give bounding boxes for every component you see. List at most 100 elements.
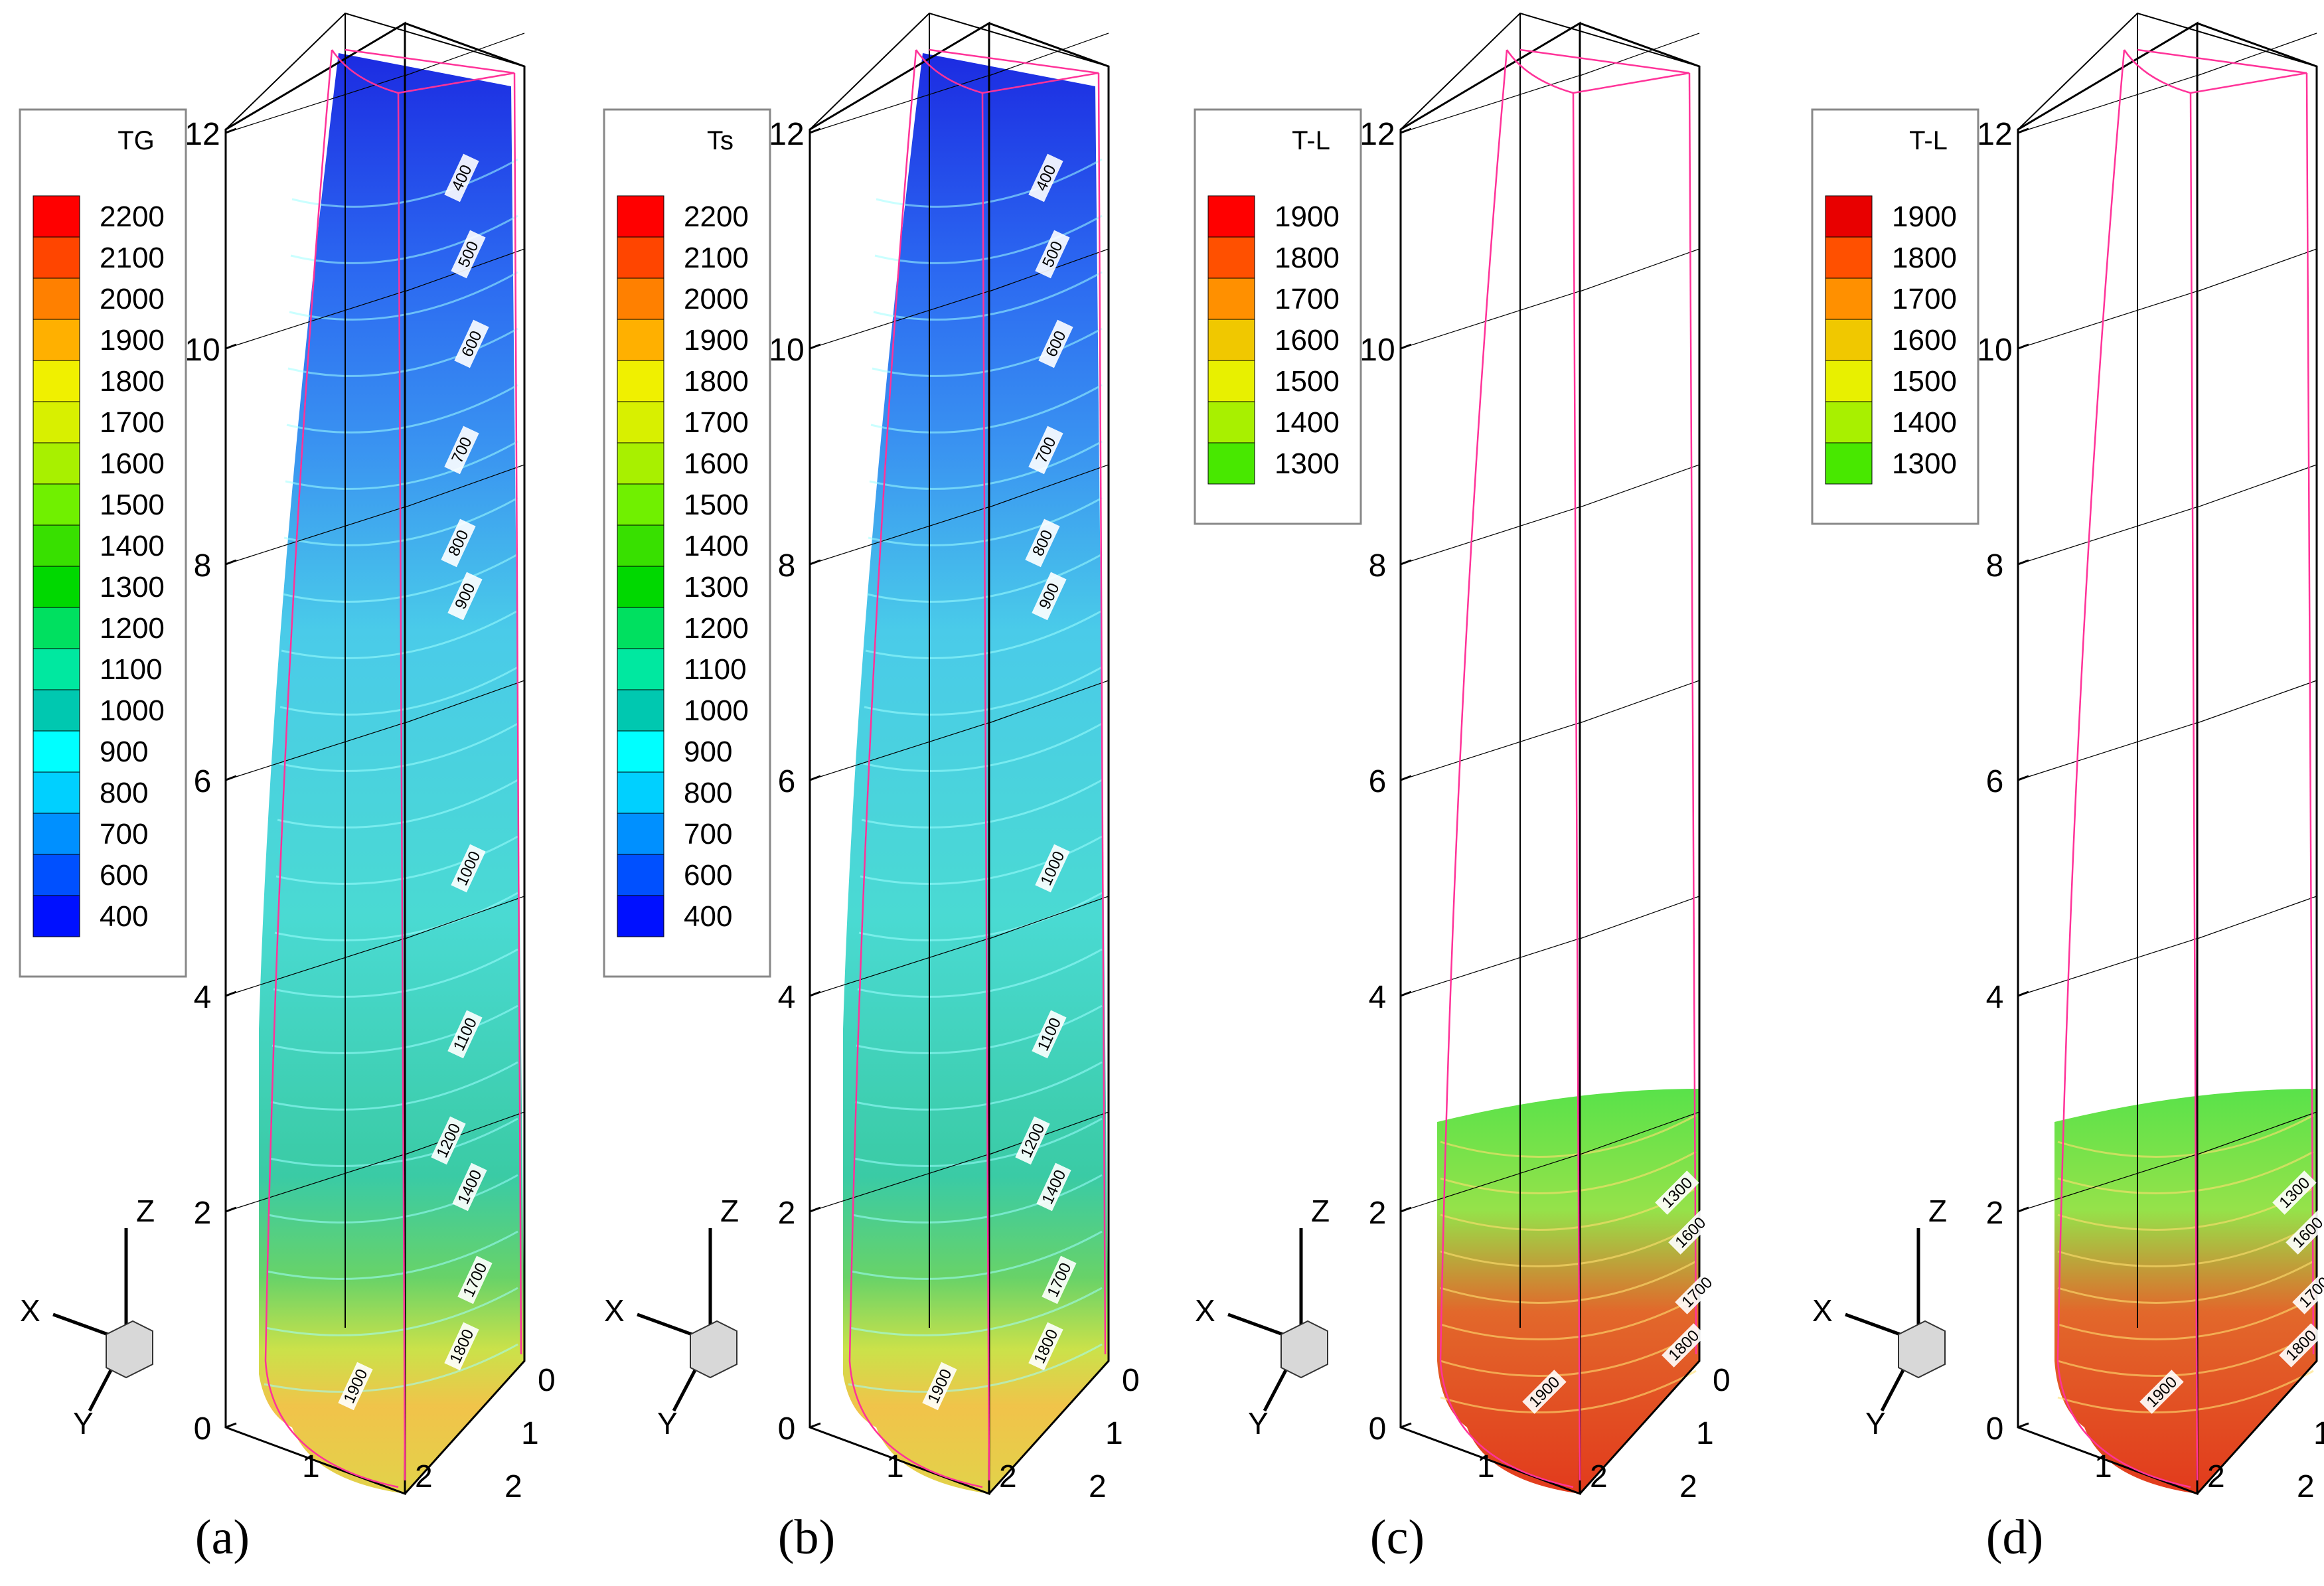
legend-swatch	[617, 771, 664, 814]
legend-level-label: 400	[684, 900, 732, 933]
contour-line	[864, 666, 1103, 716]
contour-line	[873, 271, 1103, 321]
liquid-temperature-field	[1437, 1089, 1699, 1494]
legend-level-label: 700	[100, 818, 148, 850]
legend-swatch	[617, 895, 664, 937]
legend-level-label: 1700	[684, 406, 749, 439]
z-tick-label: 0	[1986, 1411, 2004, 1447]
contour-label-bg	[441, 518, 476, 568]
contour-line	[862, 722, 1103, 772]
contour-line	[1440, 1260, 1697, 1304]
grid-line	[1579, 464, 1700, 508]
z-tick-mark	[1400, 775, 1412, 781]
contour-line	[872, 327, 1103, 377]
x-tick-label: 2	[1590, 1459, 1608, 1494]
vessel-outline	[1688, 72, 1697, 1355]
z-axis-label: Z	[1928, 1194, 1947, 1228]
z-tick-label: 10	[185, 333, 220, 368]
legend-swatch	[617, 483, 664, 526]
legend-swatch	[33, 195, 80, 238]
legend-swatch	[617, 607, 664, 649]
z-tick-label: 0	[778, 1411, 796, 1447]
contour-label-bg	[451, 230, 486, 279]
x-tick-label: 2	[415, 1459, 433, 1494]
vessel-outline	[397, 92, 406, 1481]
legend-swatch	[1825, 442, 1873, 485]
legend-swatch	[33, 236, 80, 279]
panel-caption: (b)	[778, 1510, 835, 1565]
contour-line	[273, 948, 518, 998]
z-tick-label: 0	[1369, 1411, 1387, 1447]
z-tick-label: 8	[1986, 548, 2004, 584]
contour-line	[876, 158, 1103, 208]
z-tick-label: 6	[194, 764, 212, 799]
contour-line	[264, 1343, 518, 1393]
legend-level-label: 2200	[684, 200, 749, 233]
orientation-cube	[1280, 1320, 1328, 1379]
legend-swatch	[33, 483, 80, 526]
vessel-outline	[1572, 92, 1581, 1481]
vessel-outline	[848, 49, 983, 1488]
contour-line	[857, 948, 1103, 998]
x-axis-label: X	[604, 1293, 625, 1328]
legend-level-label: 1400	[1892, 406, 1957, 439]
grid-line	[2197, 33, 2317, 76]
z-tick-mark	[225, 1422, 237, 1429]
legend-swatch	[33, 278, 80, 320]
grid-line	[1400, 938, 1581, 996]
z-tick-label: 8	[778, 548, 796, 584]
contour-label-bg	[2272, 1170, 2317, 1215]
legend-level-label: 1800	[1892, 242, 1957, 274]
z-tick-label: 2	[194, 1196, 212, 1231]
contour-line	[290, 214, 518, 264]
contour-label-bg	[457, 1255, 493, 1305]
grid-line	[404, 680, 525, 724]
z-tick-mark	[809, 991, 821, 997]
box-top-edge	[2017, 12, 2317, 130]
legend-level-label: 1900	[1275, 200, 1340, 233]
z-tick-mark	[225, 991, 237, 997]
contour-label-bg	[447, 1010, 483, 1059]
legend-level-label: 1500	[100, 489, 165, 521]
z-tick-label: 2	[1986, 1196, 2004, 1231]
y-axis-label: Y	[657, 1406, 678, 1441]
vessel-outline	[2305, 72, 2315, 1355]
legend-level-label: 600	[100, 859, 148, 892]
legend-level-label: 1100	[100, 653, 163, 686]
legend-level-label: 1400	[1275, 406, 1340, 439]
contour-label-bg	[444, 153, 479, 202]
legend-title: T-L	[1909, 126, 1948, 155]
orientation-cube	[106, 1320, 153, 1379]
grid-line	[809, 291, 990, 349]
legend-level-label: 1500	[684, 489, 749, 521]
grid-line	[225, 938, 406, 996]
x-tick-label: 1	[886, 1449, 904, 1484]
z-axis-label: Z	[136, 1194, 155, 1228]
legend-level-label: 1300	[684, 571, 749, 603]
contour-label-bg	[454, 319, 489, 368]
z-tick-mark	[1400, 127, 1412, 134]
grid-line	[1579, 248, 1700, 292]
z-axis-label: Z	[1311, 1194, 1330, 1228]
contour-label-bg	[1035, 230, 1070, 279]
legend-swatch	[1825, 401, 1873, 443]
contour-line	[858, 892, 1103, 941]
legend-swatch	[617, 813, 664, 855]
legend-level-label: 1400	[684, 530, 749, 562]
z-tick-mark	[2017, 127, 2029, 134]
grid-line	[809, 938, 990, 996]
x-axis-label: X	[20, 1293, 40, 1328]
legend-level-label: 1700	[100, 406, 165, 439]
z-tick-mark	[2017, 1206, 2029, 1213]
contour-label-bg	[1028, 426, 1063, 475]
z-tick-label: 12	[185, 117, 220, 152]
contour-line	[1440, 1224, 1697, 1267]
grid-line	[988, 1111, 1109, 1155]
vessel-outline	[264, 49, 399, 1488]
contour-line	[279, 666, 518, 716]
z-tick-label: 6	[1986, 764, 2004, 799]
contour-line	[291, 158, 518, 208]
contour-label-bg	[2292, 1270, 2324, 1314]
contour-line	[270, 1061, 518, 1111]
